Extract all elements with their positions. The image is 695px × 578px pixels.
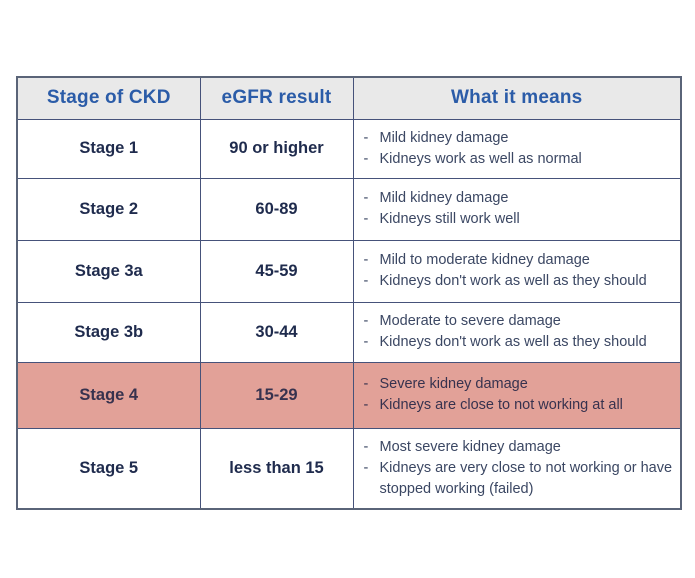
meaning-text: Moderate to severe damage	[379, 313, 561, 330]
meaning-item: - Mild kidney damage	[364, 188, 675, 209]
egfr-value: 30-44	[199, 301, 354, 363]
meaning-text: Kidneys are very close to not working or…	[379, 459, 673, 497]
egfr-value: 15-29	[199, 361, 354, 429]
bullet-dash: -	[363, 438, 369, 455]
meaning-text: Mild kidney damage	[379, 129, 509, 146]
meaning-item: - Severe kidney damage	[364, 374, 675, 395]
bullet-dash: -	[363, 190, 369, 207]
meaning-item: - Moderate to severe damage	[364, 311, 675, 332]
bullet-dash: -	[363, 150, 369, 167]
meaning-item: - Kidneys are close to not working at all	[364, 395, 675, 416]
stage-label: Stage 3a	[16, 239, 201, 303]
stage-label: Stage 5	[16, 427, 201, 510]
stage-label: Stage 2	[16, 177, 201, 241]
ckd-stages-table: Stage of CKD eGFR result What it means S…	[16, 76, 682, 510]
table-row: Stage 5 less than 15 - Most severe kidney…	[16, 427, 682, 510]
bullet-dash: -	[363, 211, 369, 228]
meaning-text: Most severe kidney damage	[379, 438, 561, 455]
table-row: Stage 1 90 or higher - Mild kidney damage…	[16, 118, 682, 179]
table-row: Stage 3a 45-59 - Mild to moderate kidney …	[16, 239, 682, 303]
egfr-value: 60-89	[199, 177, 354, 241]
bullet-dash: -	[363, 376, 369, 393]
bullet-dash: -	[363, 313, 369, 330]
meaning-item: - Most severe kidney damage	[364, 437, 675, 458]
meaning-text: Severe kidney damage	[379, 376, 528, 393]
meaning-text: Kidneys are close to not working at all	[379, 397, 623, 414]
table-row: Stage 2 60-89 - Mild kidney damage - Kidne…	[16, 177, 682, 241]
stage-label: Stage 3b	[16, 301, 201, 363]
meaning-item: - Kidneys don't work as well as they shou…	[364, 332, 675, 353]
egfr-value: 45-59	[199, 239, 354, 303]
meaning-cell: - Mild kidney damage - Kidneys work as wel…	[352, 118, 682, 179]
meaning-text: Mild to moderate kidney damage	[379, 252, 590, 269]
header-what-it-means: What it means	[352, 76, 682, 120]
egfr-value: less than 15	[199, 427, 354, 510]
meaning-text: Kidneys don't work as well as they shoul…	[379, 273, 647, 290]
meaning-cell: - Mild kidney damage - Kidneys still work …	[352, 177, 682, 241]
meaning-cell: - Moderate to severe damage - Kidneys don'…	[352, 301, 682, 363]
meaning-item: - Mild to moderate kidney damage	[364, 250, 675, 271]
egfr-value: 90 or higher	[199, 118, 354, 179]
bullet-dash: -	[363, 459, 369, 476]
meaning-text: Kidneys don't work as well as they shoul…	[379, 334, 647, 351]
meaning-item: - Kidneys work as well as normal	[364, 149, 675, 170]
bullet-dash: -	[363, 334, 369, 351]
bullet-dash: -	[363, 129, 369, 146]
table-row-highlighted: Stage 4 15-29 - Severe kidney damage - Kid…	[16, 361, 682, 429]
meaning-text: Kidneys still work well	[379, 211, 520, 228]
table-row: Stage 3b 30-44 - Moderate to severe damag…	[16, 301, 682, 363]
meaning-text: Mild kidney damage	[379, 190, 509, 207]
bullet-dash: -	[363, 273, 369, 290]
stage-label: Stage 4	[16, 361, 201, 429]
table-header-row: Stage of CKD eGFR result What it means	[16, 76, 682, 120]
meaning-cell: - Severe kidney damage - Kidneys are close…	[352, 361, 682, 429]
meaning-cell: - Mild to moderate kidney damage - Kidneys…	[352, 239, 682, 303]
meaning-item: - Kidneys still work well	[364, 209, 675, 230]
bullet-dash: -	[363, 252, 369, 269]
header-egfr-result: eGFR result	[199, 76, 354, 120]
header-stage-of-ckd: Stage of CKD	[16, 76, 201, 120]
meaning-item: - Kidneys are very close to not working o…	[364, 458, 675, 500]
meaning-item: - Mild kidney damage	[364, 128, 675, 149]
bullet-dash: -	[363, 397, 369, 414]
stage-label: Stage 1	[16, 118, 201, 179]
meaning-item: - Kidneys don't work as well as they shou…	[364, 271, 675, 292]
meaning-text: Kidneys work as well as normal	[379, 150, 582, 167]
meaning-cell: - Most severe kidney damage - Kidneys are …	[352, 427, 682, 510]
ckd-stages-table-container: Stage of CKD eGFR result What it means S…	[16, 76, 682, 510]
